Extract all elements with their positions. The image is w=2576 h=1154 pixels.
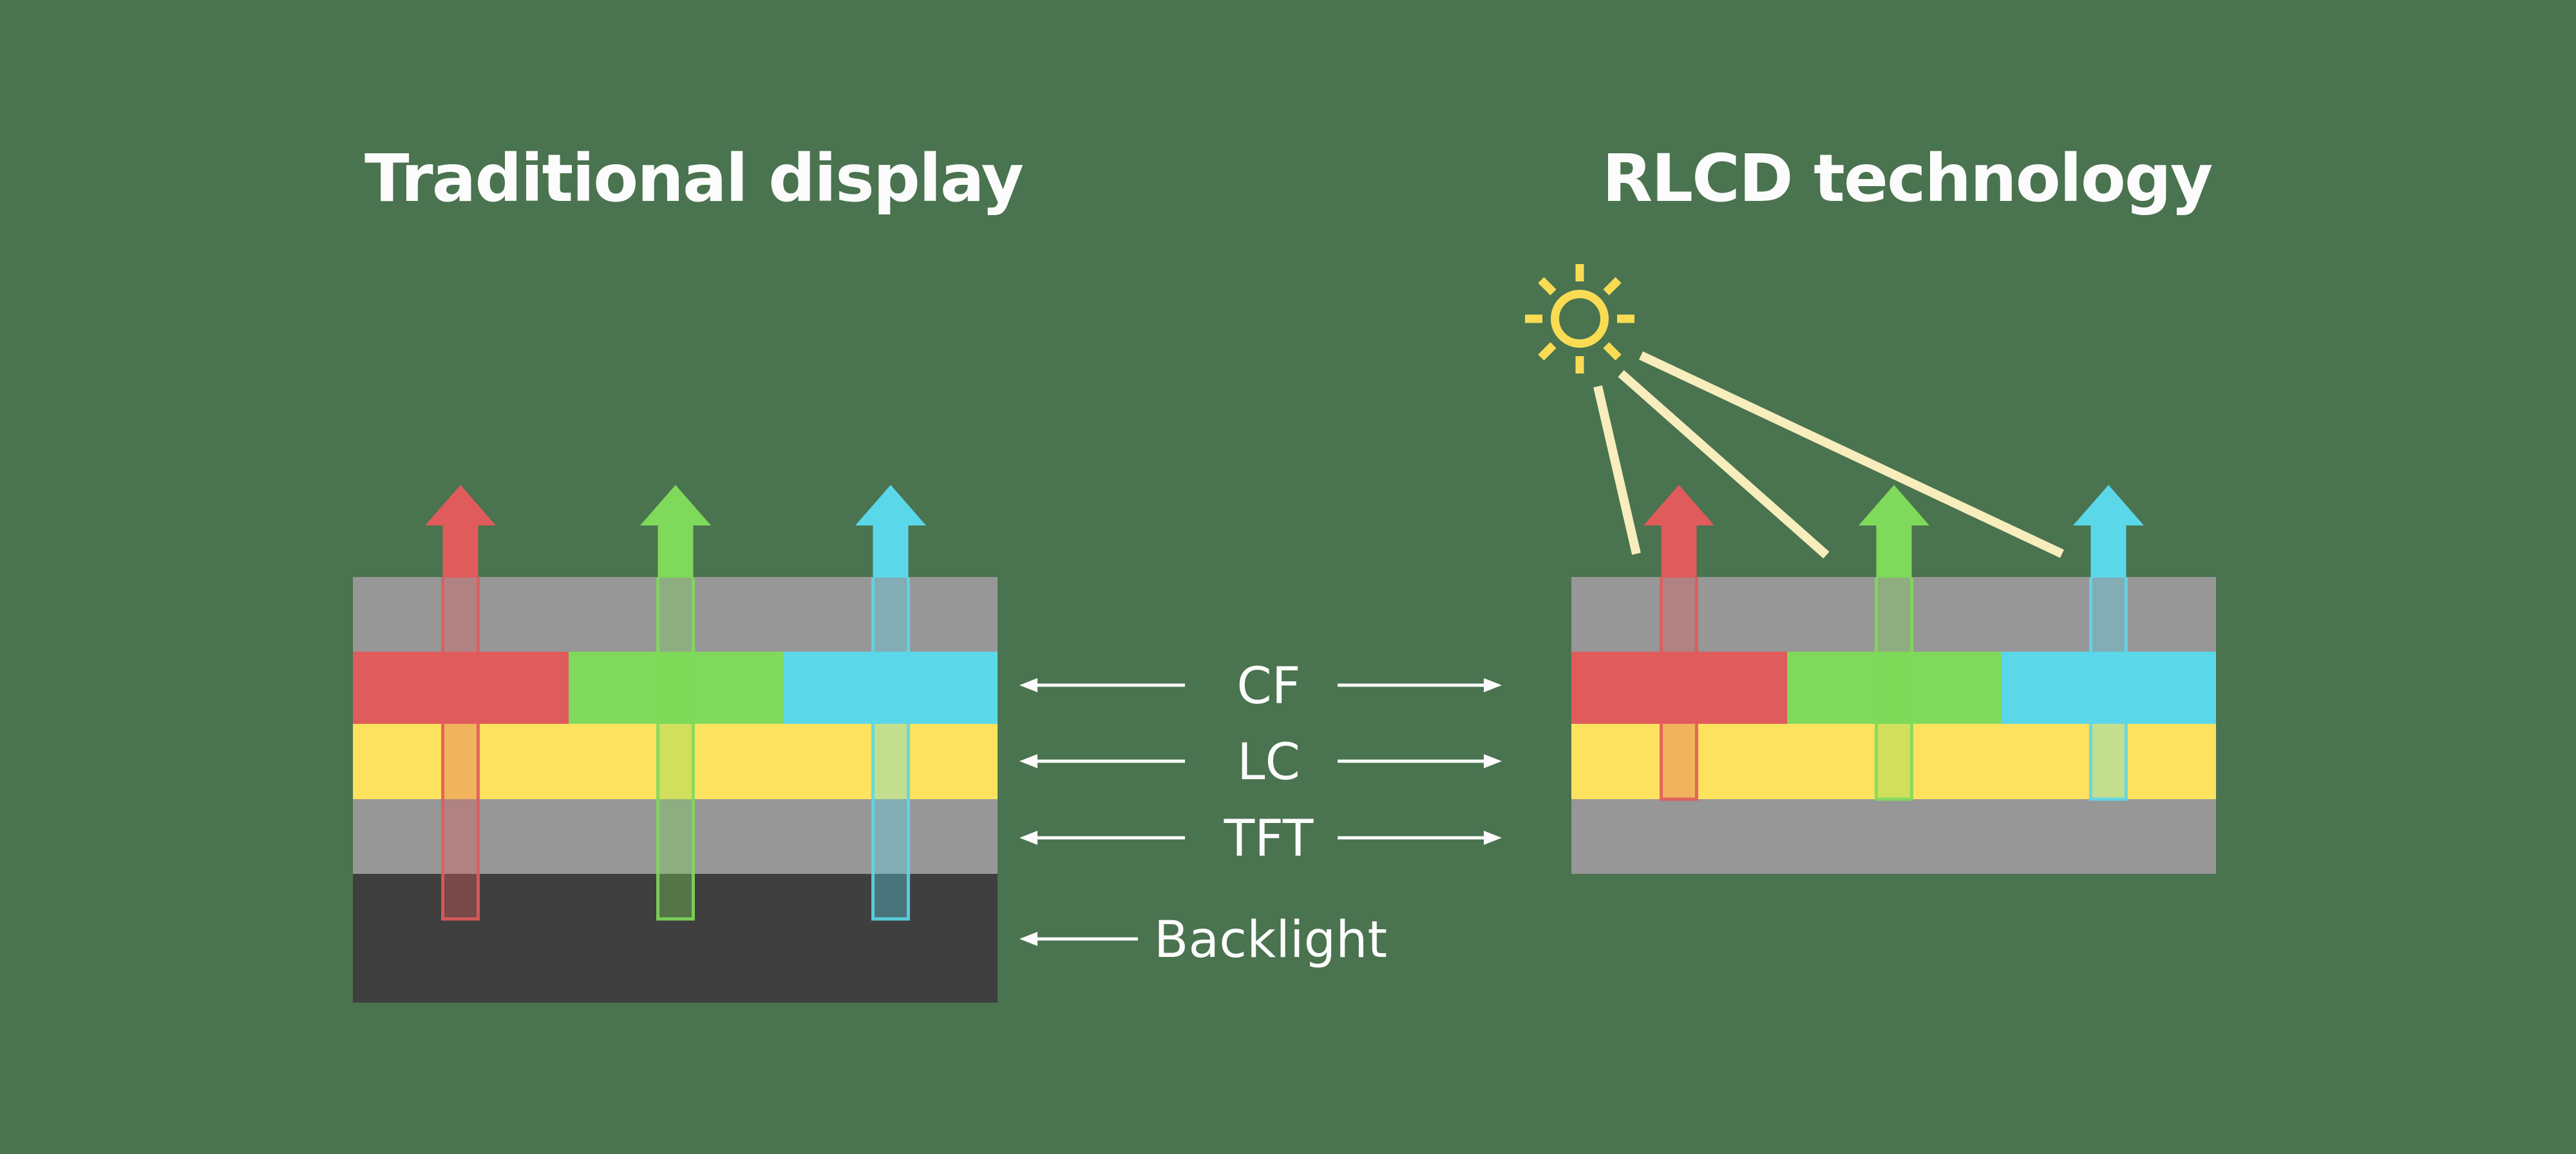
- green-light-path-outline: [1875, 578, 1913, 801]
- sunlight-beam: [1639, 351, 2064, 558]
- lc-left-arrow-head: [1019, 754, 1037, 768]
- cf-right-arrow-head: [1484, 678, 1502, 692]
- lc-label: LC: [1237, 733, 1300, 791]
- green-light-path: [658, 578, 694, 919]
- tft-right-arrow-head: [1484, 831, 1502, 845]
- traditional-display-stack: [353, 485, 998, 1003]
- cyan-light-path-outline: [871, 578, 910, 921]
- backlight-label: Backlight: [1154, 911, 1387, 969]
- tft-left-arrow-head: [1019, 831, 1037, 845]
- tft-label: TFT: [1224, 810, 1314, 868]
- cyan-light-path: [2090, 578, 2126, 799]
- sunlight-beam: [1593, 385, 1641, 555]
- sun-ray: [1525, 314, 1542, 323]
- glass-layer: [1571, 577, 2216, 652]
- green-light-path-outline: [656, 578, 695, 921]
- sun-core: [1551, 290, 1609, 348]
- sun-ray: [1603, 277, 1622, 296]
- left-diagram-title: Traditional display: [365, 140, 1023, 217]
- lc-layer: [353, 724, 998, 799]
- cf-label: CF: [1236, 657, 1300, 715]
- cf-layer-red-segment: [353, 652, 569, 724]
- sun-rays: [1525, 264, 1634, 374]
- sun-ray: [1538, 342, 1557, 361]
- cf-layer-green-segment: [1787, 652, 2002, 724]
- green-light-path: [1876, 578, 1912, 799]
- red-light-path: [1661, 578, 1697, 799]
- sun-ray: [1538, 277, 1557, 296]
- sun-icon: [1525, 264, 1634, 374]
- red-light-path-outline: [1660, 578, 1698, 801]
- layer-legend: CF LC TFT Backlight: [1019, 657, 1502, 969]
- lc-right-arrow-head: [1484, 754, 1502, 768]
- cf-layer-cyan-segment: [783, 652, 998, 724]
- cyan-light-path-outline: [2089, 578, 2128, 801]
- red-light-path-outline: [441, 578, 480, 921]
- right-diagram-title: RLCD technology: [1602, 140, 2212, 217]
- glass-layer: [353, 577, 998, 652]
- backlight-layer: [353, 874, 998, 1003]
- sun-ray: [1575, 264, 1584, 281]
- cf-layer-red-segment: [1571, 652, 1787, 724]
- sunlight-beam: [1618, 370, 1830, 559]
- cf-layer-cyan-segment: [2002, 652, 2216, 724]
- cf-layer-green-segment: [569, 652, 783, 724]
- rlcd-display-stack: [1571, 485, 2216, 874]
- red-light-path: [442, 578, 478, 919]
- sun-ray: [1575, 356, 1584, 374]
- backlight-left-arrow-head: [1019, 932, 1037, 946]
- cf-left-arrow-head: [1019, 678, 1037, 692]
- tft-layer: [1571, 799, 2216, 874]
- lc-layer: [1571, 724, 2216, 799]
- sun-ray: [1617, 314, 1634, 323]
- sunlight-beams: [1593, 351, 2064, 559]
- tft-layer: [353, 799, 998, 874]
- cyan-light-path: [873, 578, 909, 919]
- sun-ray: [1603, 342, 1622, 361]
